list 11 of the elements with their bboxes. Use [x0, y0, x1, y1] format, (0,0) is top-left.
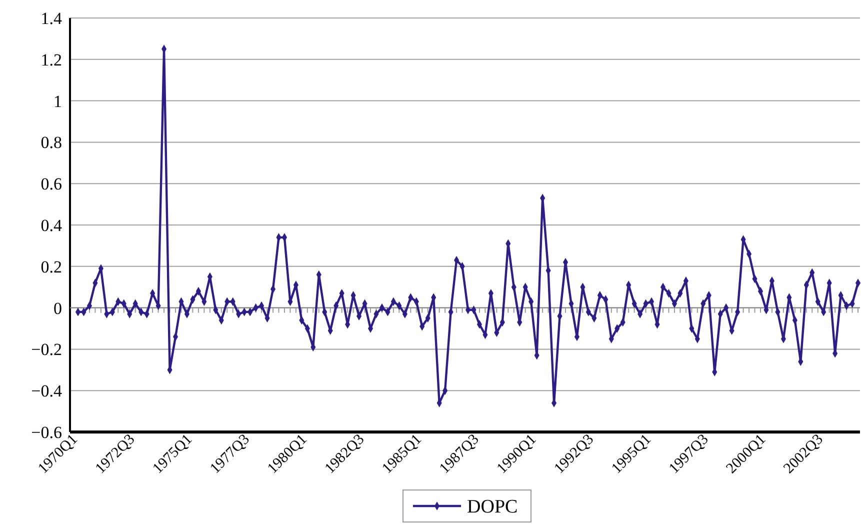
y-tick-label: 1 — [54, 92, 62, 111]
y-tick-label: 1.4 — [40, 8, 62, 28]
y-tick-label: 0.2 — [40, 257, 62, 276]
y-tick-label: 0.8 — [40, 133, 62, 152]
legend-label: DOPC — [467, 496, 518, 518]
y-tick-label: 0.6 — [40, 174, 62, 194]
y-tick-label: 0.4 — [40, 216, 62, 235]
y-tick-label: 1.2 — [40, 50, 62, 70]
y-tick-label: −0.2 — [31, 340, 62, 360]
y-tick-label: −0.4 — [31, 382, 62, 401]
y-tick-label: 0 — [54, 298, 62, 318]
